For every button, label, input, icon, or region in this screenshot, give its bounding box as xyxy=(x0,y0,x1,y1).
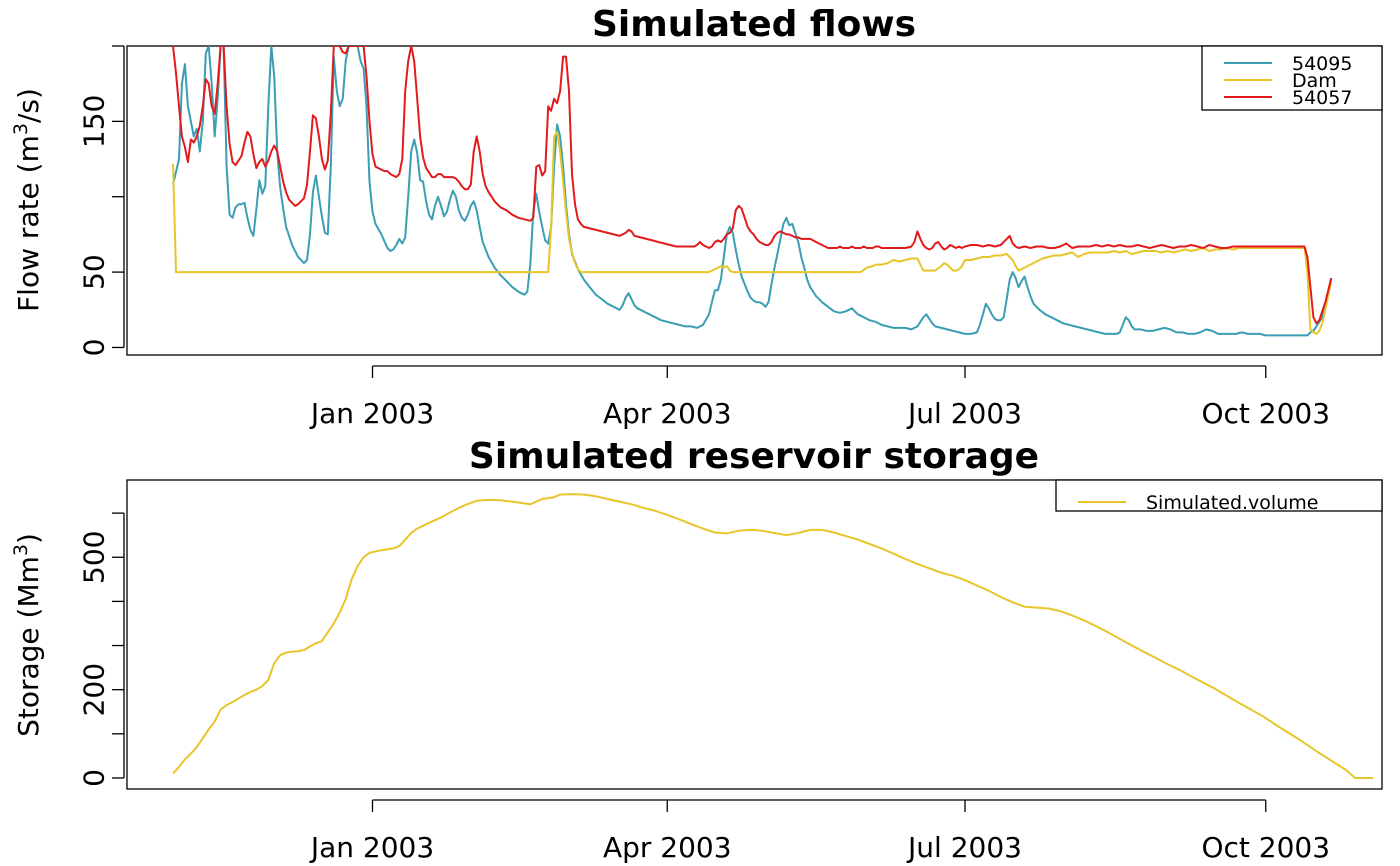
storage-y-label-tail: ) xyxy=(12,533,45,544)
x-tick-label: Oct 2003 xyxy=(1201,831,1330,864)
y-tick-label: 0 xyxy=(78,769,111,787)
y-tick-label: 500 xyxy=(78,531,111,584)
x-tick-label: Jul 2003 xyxy=(906,397,1022,430)
series-line-dam xyxy=(172,130,1333,335)
x-tick-label: Jan 2003 xyxy=(309,831,434,864)
storage-y-axis: 0 200 500 xyxy=(78,512,125,787)
legend-box xyxy=(1055,479,1383,512)
y-tick-label: 200 xyxy=(78,663,111,716)
storage-series-group xyxy=(172,493,1373,779)
x-tick-label: Oct 2003 xyxy=(1201,397,1330,430)
series-line-54095 xyxy=(172,46,1333,337)
legend-entry: Simulated.volume xyxy=(1146,492,1318,514)
storage-plot-frame xyxy=(126,479,1383,790)
storage-y-axis-label: Storage (Mm3) xyxy=(10,533,45,737)
flows-y-axis: 0 50 150 xyxy=(78,45,125,357)
storage-y-label-main: Storage (Mm xyxy=(12,556,45,737)
storage-panel: Simulated reservoir storage Storage (Mm3… xyxy=(10,436,1383,864)
series-line-54057 xyxy=(172,46,1333,325)
x-tick-label: Jan 2003 xyxy=(309,397,434,430)
y-tick-label: 150 xyxy=(78,95,111,148)
flows-x-axis: Jan 2003 Apr 2003 Jul 2003 Oct 2003 xyxy=(309,365,1330,430)
flows-title: Simulated flows xyxy=(592,4,916,45)
legend-entry: 54057 xyxy=(1292,87,1352,109)
flows-plot-frame xyxy=(126,45,1383,356)
flows-y-label-sup: 3 xyxy=(10,123,32,135)
y-tick-label: 50 xyxy=(78,254,111,290)
flows-y-axis-label: Flow rate (m3/s) xyxy=(10,88,45,312)
storage-title: Simulated reservoir storage xyxy=(469,436,1039,477)
storage-x-axis: Jan 2003 Apr 2003 Jul 2003 Oct 2003 xyxy=(309,799,1330,864)
flows-panel: Simulated flows Flow rate (m3/s) 050150 … xyxy=(10,4,1383,430)
x-tick-label: Jul 2003 xyxy=(906,831,1022,864)
flows-y-label-tail: /s) xyxy=(12,88,45,123)
series-line-simulated-volume xyxy=(172,493,1373,779)
legend-box xyxy=(1201,45,1383,111)
storage-legend: Simulated.volume xyxy=(1055,479,1383,514)
flows-series-group xyxy=(172,46,1333,337)
y-tick-label: 0 xyxy=(78,339,111,357)
x-tick-label: Apr 2003 xyxy=(603,397,732,430)
flows-y-label-main: Flow rate (m xyxy=(12,135,45,312)
x-tick-label: Apr 2003 xyxy=(603,831,732,864)
legend-entry: 54095 xyxy=(1292,53,1352,75)
storage-y-label-sup: 3 xyxy=(10,544,32,556)
legend-entry: Dam xyxy=(1292,70,1337,92)
